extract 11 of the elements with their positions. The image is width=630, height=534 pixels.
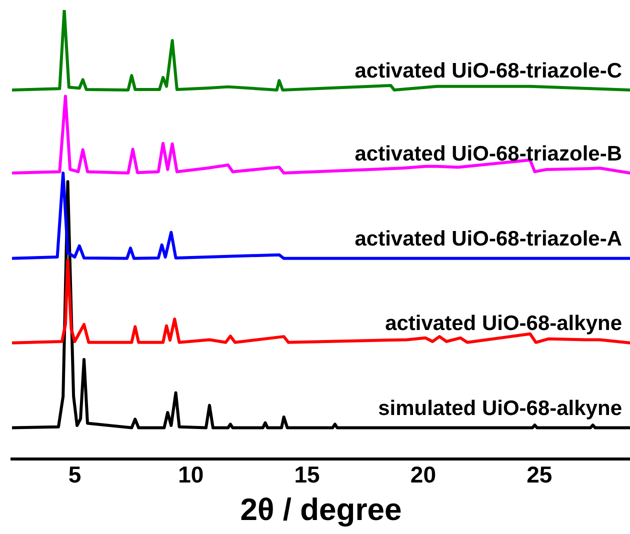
x-tick-label: 5	[68, 461, 82, 488]
series-label: activated UiO-68-triazole-C	[354, 59, 622, 82]
x-tick-label: 15	[294, 461, 320, 488]
x-tick-label: 10	[178, 461, 204, 488]
x-tick-label: 20	[410, 461, 436, 488]
series-label: activated UiO-68-triazole-B	[354, 142, 622, 166]
series-label: simulated UiO-68-alkyne	[378, 397, 622, 420]
series-label: activated UiO-68-triazole-A	[354, 228, 622, 251]
x-axis-title: 2θ / degree	[240, 492, 402, 527]
x-tick-label: 25	[526, 461, 552, 488]
series-label: activated UiO-68-alkyne	[385, 312, 622, 336]
